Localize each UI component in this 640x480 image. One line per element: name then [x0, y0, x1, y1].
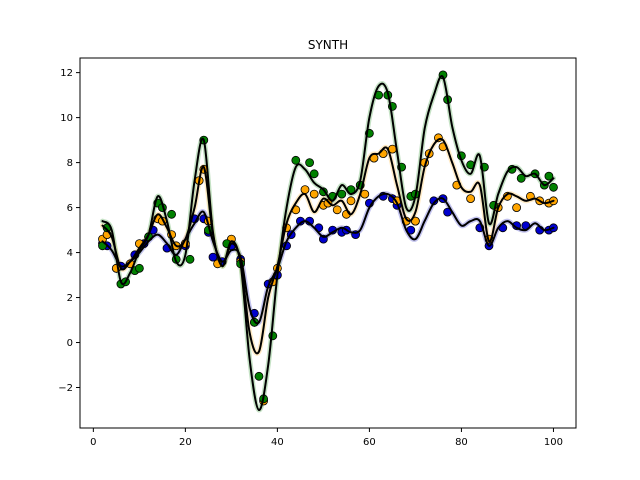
y-tick-label: 8	[67, 158, 73, 169]
y-tick-label: 6	[67, 203, 73, 214]
series-3-point	[185, 254, 195, 264]
axes-frame	[79, 57, 577, 429]
series-2-point	[309, 189, 319, 199]
series-3-point	[254, 371, 264, 381]
series-group	[98, 70, 558, 413]
x-tick-label: 100	[544, 437, 563, 448]
series-3-point	[305, 158, 315, 168]
series-2-curve	[101, 137, 555, 355]
series-2-point	[300, 185, 310, 195]
series-3-curve	[101, 75, 555, 412]
series-2-point	[466, 194, 476, 204]
x-tick-label: 20	[179, 437, 192, 448]
plot-area	[98, 70, 558, 413]
y-tick-label: 4	[67, 248, 73, 259]
y-tick-label: 12	[60, 68, 73, 79]
series-3-point	[544, 171, 554, 181]
series-3-point	[309, 169, 319, 179]
series-3-point	[134, 263, 144, 273]
x-tick-label: 40	[271, 437, 284, 448]
series-1-curve	[101, 192, 555, 325]
y-tick-label: −2	[58, 383, 73, 394]
series-2-point	[332, 205, 342, 215]
y-tick-label: 2	[67, 293, 73, 304]
series-3-point	[167, 209, 177, 219]
axes: 0 20 40 60 80 100 −2 0 2 4 6 8 10 12	[58, 68, 563, 448]
series-3-point	[516, 173, 526, 183]
x-tick-label: 60	[363, 437, 376, 448]
series-2-point	[323, 198, 333, 208]
x-tick-label: 0	[90, 437, 96, 448]
series-3-point	[291, 155, 301, 165]
series-3-point	[549, 182, 558, 192]
series-2-point	[512, 203, 521, 213]
y-tick-label: 0	[67, 338, 73, 349]
chart-title: SYNTH	[308, 38, 348, 52]
series-2-point	[346, 196, 356, 206]
series-3-point	[268, 331, 278, 341]
x-tick-label: 80	[455, 437, 468, 448]
y-tick-label: 10	[60, 113, 73, 124]
